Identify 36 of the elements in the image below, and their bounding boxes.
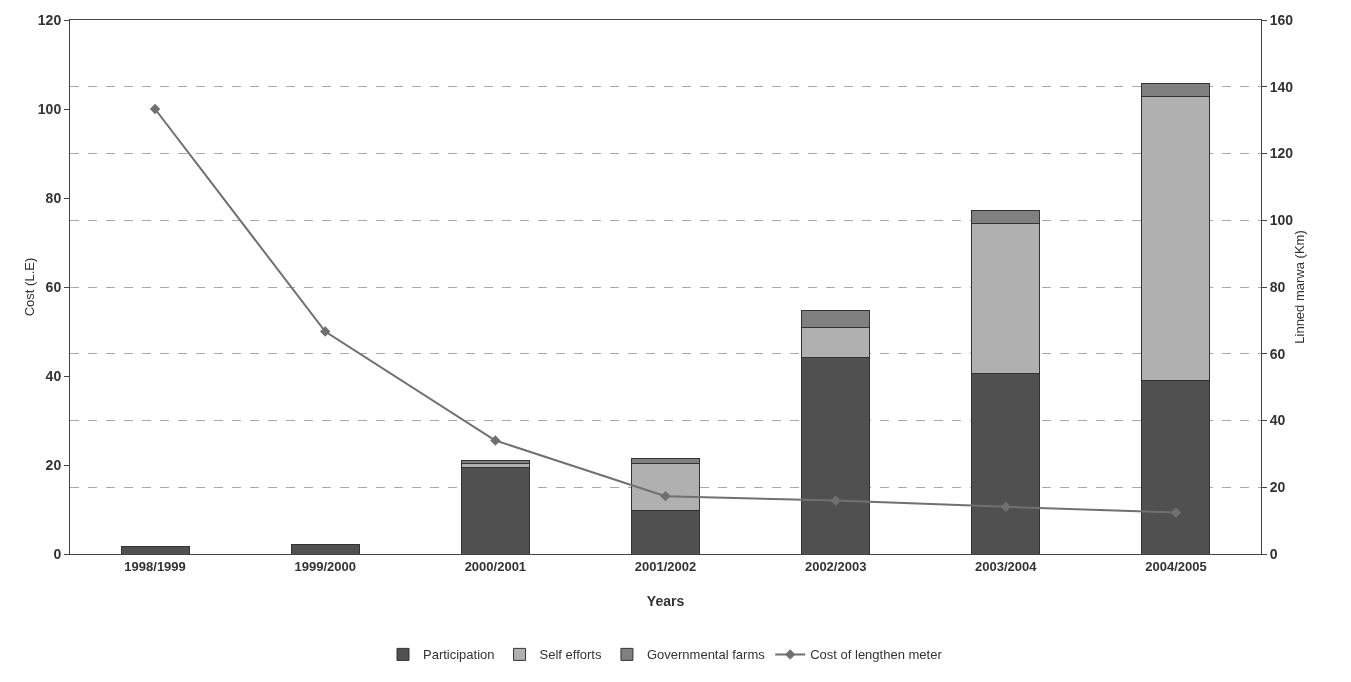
point (320, 326, 331, 337)
x-tick-label: 1998/1999 (124, 558, 186, 574)
y-axis-title: Cost (L.E) (22, 257, 37, 317)
point (660, 490, 671, 502)
x-tick-label: 2003/2004 (975, 558, 1038, 574)
x-tick-label: 2001/2002 (634, 558, 697, 574)
y-tick-label: 0 (53, 545, 62, 562)
y-tick-label: 80 (45, 189, 62, 206)
x-axis-title: Years (646, 593, 685, 609)
x-tick-label: 2002/2003 (804, 558, 867, 574)
y-tick-label: 40 (45, 367, 62, 384)
y-tick-label: 100 (37, 100, 62, 117)
y-tick-label: 120 (37, 11, 62, 28)
y2-tick-label: 100 (1269, 212, 1294, 229)
y2-tick-label: 60 (1269, 345, 1286, 362)
y2-tick-label: 80 (1269, 278, 1286, 295)
legend-label: Governmental farms (646, 647, 766, 663)
point (490, 435, 501, 446)
y-tick-label: 20 (45, 456, 62, 473)
y2-tick-label: 120 (1269, 145, 1294, 162)
y2-axis-title: Linned marwa (Km) (1291, 230, 1307, 344)
x-tick-label: 2000/2001 (464, 558, 527, 574)
legend-label: Cost of lengthen meter (810, 647, 943, 663)
y2-tick-label: 0 (1269, 545, 1278, 562)
legend-label: Self efforts (539, 647, 602, 663)
point (1000, 501, 1011, 513)
y2-tick-label: 140 (1269, 78, 1294, 95)
x-tick-label: 2004/2005 (1145, 558, 1207, 574)
legend-label: Participation (423, 647, 495, 663)
y-tick-label: 60 (45, 278, 62, 295)
x-tick-label: 1999/2000 (294, 558, 356, 574)
y2-tick-label: 20 (1269, 479, 1286, 496)
y2-tick-label: 160 (1269, 11, 1294, 28)
y2-tick-label: 40 (1269, 412, 1286, 429)
point (149, 103, 161, 115)
point (830, 495, 841, 506)
